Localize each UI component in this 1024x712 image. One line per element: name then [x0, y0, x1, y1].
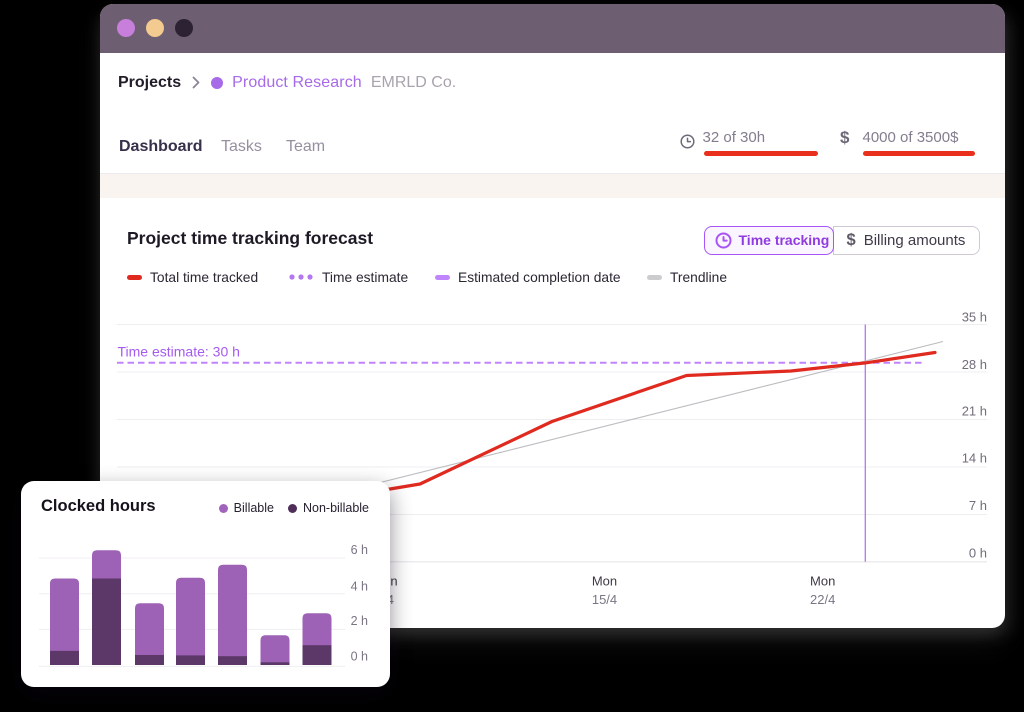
svg-text:Mon: Mon [810, 573, 835, 588]
svg-text:15/4: 15/4 [592, 592, 617, 607]
svg-text:28 h: 28 h [962, 357, 987, 372]
svg-text:6 h: 6 h [351, 543, 368, 557]
svg-text:4 h: 4 h [351, 580, 368, 594]
svg-text:0 h: 0 h [351, 650, 368, 664]
svg-text:35 h: 35 h [962, 309, 987, 324]
svg-text:0 h: 0 h [969, 545, 987, 560]
svg-text:21 h: 21 h [962, 403, 987, 418]
svg-text:7 h: 7 h [969, 498, 987, 513]
svg-text:Time estimate: 30 h: Time estimate: 30 h [118, 343, 240, 359]
svg-text:14 h: 14 h [962, 450, 987, 465]
svg-text:Mon: Mon [592, 573, 617, 588]
svg-text:22/4: 22/4 [810, 592, 835, 607]
svg-text:2 h: 2 h [351, 614, 368, 628]
